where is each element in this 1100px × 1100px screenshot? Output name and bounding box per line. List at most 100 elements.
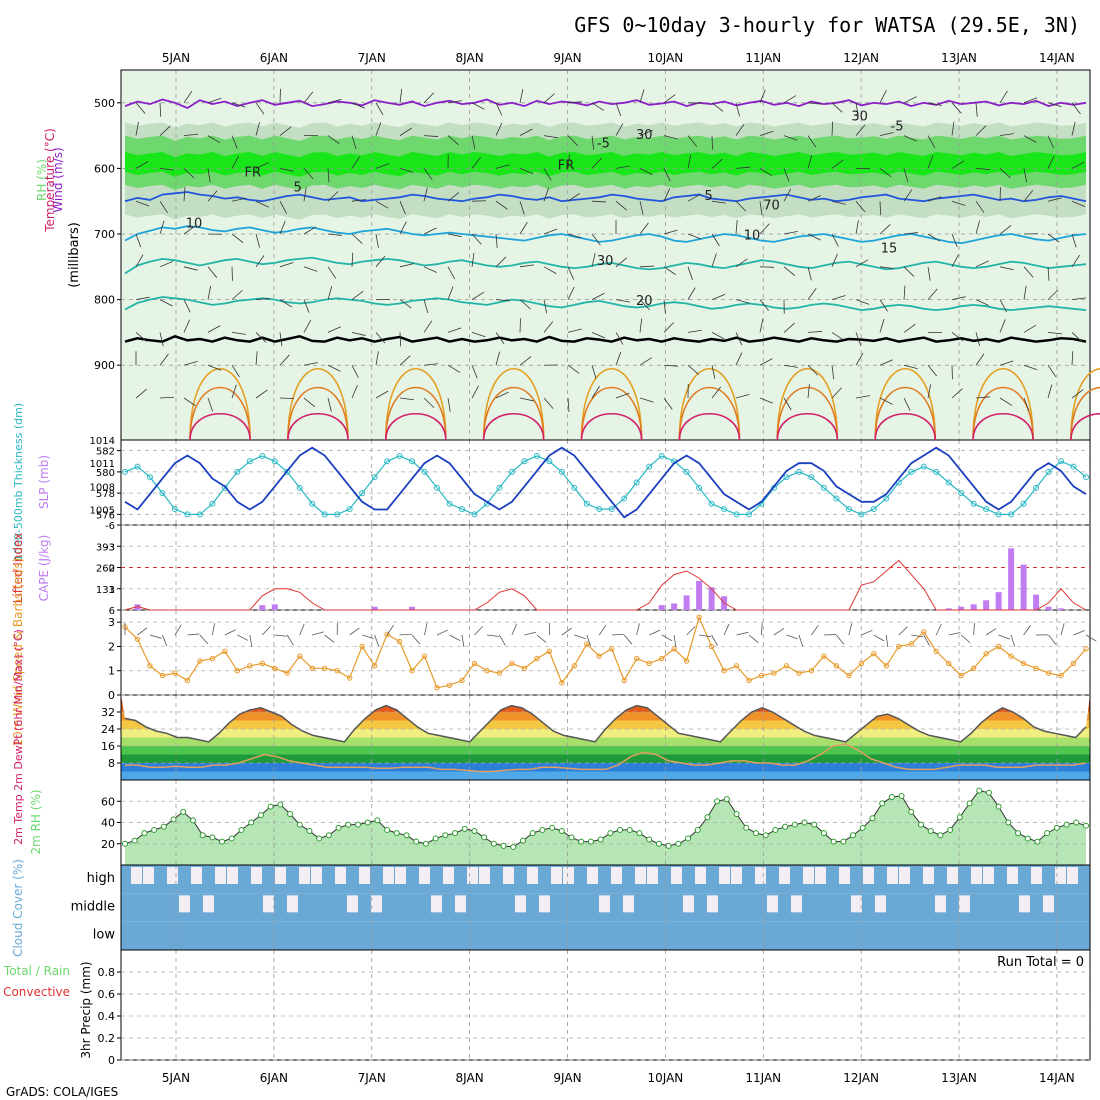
isotherm-30-lobe [385,386,447,441]
precip-tick-label: 0.2 [98,1032,116,1045]
thickness-point [533,452,540,459]
wind-barb [1023,168,1028,183]
wind-barb [351,135,357,150]
wind-barb-10m [486,634,499,637]
wind-barb [303,266,318,272]
isotherm-35-lobe [385,412,447,441]
thickness-point [446,500,453,507]
wind-barb-10m [673,634,677,647]
cape-bar [671,603,678,610]
rh-point [141,830,148,837]
wind-barb [975,260,989,268]
rh-point [850,832,857,839]
wind-barb [975,200,985,213]
rh-point [937,832,944,839]
cloud-gap [815,867,826,884]
rh-point [549,824,556,831]
wind-barb [807,233,821,241]
rh-point [432,835,439,842]
wind-barb [831,295,846,300]
wind-barb [975,220,981,235]
rh-line [124,790,1087,848]
wind-barb [519,128,533,136]
wind-barb-10m [349,627,360,636]
wind-barb [591,292,605,300]
thickness-tick-label: 580 [96,468,115,479]
wind-barb [1047,233,1060,243]
wind-barb-10m [973,623,975,636]
pressure-tick-label: 900 [94,359,115,372]
cloud-gap [179,895,190,913]
wind-speed-point [808,668,815,674]
wind-barb [807,266,812,281]
thickness-point [658,452,665,459]
wind-barb [807,154,813,169]
wind-barb [471,233,482,245]
wind-barb [375,390,389,399]
rh-point [665,842,672,849]
wind-barb [567,101,582,104]
wind-barb-10m [586,634,592,647]
precip-legend-convective: Convective [3,985,70,999]
wind-barb [687,364,699,375]
wind-barb [807,195,821,202]
date-label-bottom: 7JAN [358,1071,386,1085]
rh-point [568,834,575,841]
rh-point [927,828,934,834]
wind-barb-10m [461,634,465,647]
temp-tick-label: 24 [101,723,115,736]
thickness-point [1020,500,1027,507]
wind-barb [639,222,649,235]
isotherm-35-lobe [482,412,545,441]
isotherm-35-lobe [189,412,251,441]
wind-speed-point [484,668,490,674]
wind-barb-10m [137,627,148,636]
rh-point [481,834,488,841]
wind-speed-point [796,670,802,676]
wind-barb [711,253,717,267]
thickness-point [958,490,965,497]
wind-barb-10m [224,629,236,636]
isotherm-35-lobe [776,412,839,441]
wind-barb-10m [174,624,182,636]
isotherm-25-lobe [972,367,1034,441]
wind-barb [639,168,653,176]
wind-barb [879,299,888,312]
contour-label: FR [245,165,262,180]
cloud-gap [1043,895,1054,913]
wind-tick-label: 2 [108,640,115,653]
wind-speed-point [671,646,677,652]
wind-barb [951,254,959,267]
wind-speed-point [459,677,465,684]
isotherm-30-lobe [1070,386,1100,441]
temp-ylabel: 2m Temp 2m DewPt (6hr Min/Max) (°C) [12,629,25,845]
wind-speed-point [421,653,428,659]
wind-barb [903,232,918,235]
wind-barb [447,135,459,146]
wind-barb [999,319,1006,333]
wind-barb [567,233,582,239]
wind-barb [999,299,1007,313]
wind-speed-point [908,641,914,647]
rh-point [830,838,837,845]
rh-area [125,790,1086,865]
thickness-point [1083,474,1089,481]
wind-barb [687,329,702,333]
cloud-gap [947,867,958,884]
cloud-gap [791,895,802,913]
cloud-gap [527,867,538,884]
wind-barb [759,223,770,235]
cloud-gap [1031,867,1042,884]
wind-barb [207,364,222,371]
rh-point [1005,819,1012,826]
cloud-gap [755,867,766,884]
wind-barb [159,200,168,214]
cape-bar [995,592,1002,610]
wind-speed-point [259,660,265,667]
wind-barb [663,229,678,235]
isotherm-35-lobe [972,412,1034,441]
cloud-gap [803,867,814,884]
wind-barb-10m [848,623,853,636]
date-label-top: 9JAN [553,51,581,65]
thickness-point [171,506,178,513]
